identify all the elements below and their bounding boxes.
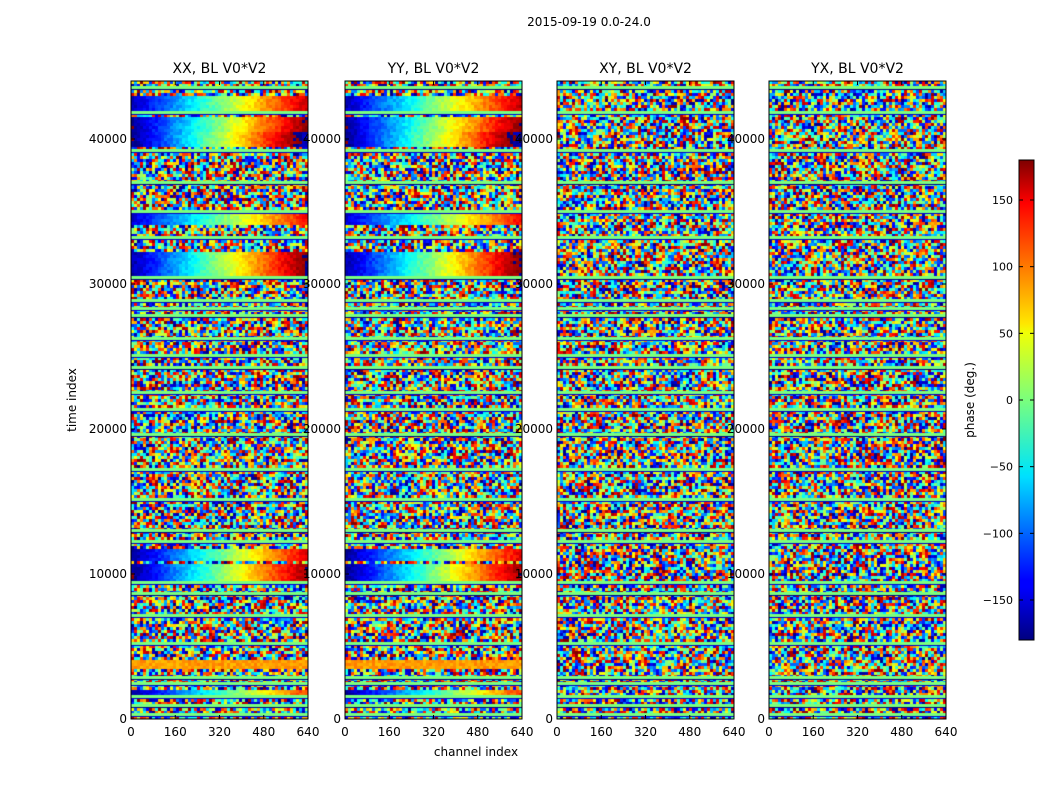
panel-title-2: XY, BL V0*V2 (599, 61, 692, 77)
x-tick-label: 640 (297, 725, 320, 739)
heatmap-image-0 (131, 81, 308, 719)
y-tick-label: 20000 (303, 422, 341, 436)
y-tick-label: 30000 (515, 277, 553, 291)
panel-2: XY, BL V0*V2 0 160 320 480 640 0 10000 20000 3000… (515, 61, 746, 739)
x-tick-label: 480 (252, 725, 275, 739)
y-tick-label: 20000 (89, 422, 127, 436)
x-tick-label: 640 (511, 725, 534, 739)
colorbar: phase (deg.) 150 100 50 0 −50 −100 −150 (963, 159, 1035, 641)
x-tick-label: 320 (208, 725, 231, 739)
x-tick-label: 160 (802, 725, 825, 739)
colorbar-tick-label: −100 (983, 527, 1013, 540)
y-tick-label: 10000 (727, 567, 765, 581)
x-tick-label: 320 (846, 725, 869, 739)
x-tick-label: 640 (723, 725, 746, 739)
y-tick-label: 30000 (727, 277, 765, 291)
panels: XX, BL V0*V2 0 160 320 480 640 0 10000 20000 3000… (89, 61, 958, 739)
x-tick-label: 0 (341, 725, 349, 739)
x-tick-label: 480 (890, 725, 913, 739)
y-tick-label: 10000 (303, 567, 341, 581)
panel-title-1: YY, BL V0*V2 (387, 61, 480, 77)
panel-3: YX, BL V0*V2 0 160 320 480 640 0 10000 20000 3000… (727, 61, 958, 739)
heatmap-image-1 (345, 81, 522, 719)
heatmap-image-3 (769, 81, 946, 719)
panel-0: XX, BL V0*V2 0 160 320 480 640 0 10000 20000 3000… (89, 61, 320, 739)
x-tick-label: 160 (590, 725, 613, 739)
x-tick-label: 0 (553, 725, 561, 739)
y-tick-label: 40000 (515, 132, 553, 146)
y-tick-label: 0 (545, 712, 553, 726)
y-tick-label: 20000 (727, 422, 765, 436)
y-tick-label: 40000 (89, 132, 127, 146)
panel-title-0: XX, BL V0*V2 (173, 61, 267, 77)
heatmap-image-2 (557, 81, 734, 719)
x-tick-label: 480 (466, 725, 489, 739)
x-tick-label: 0 (127, 725, 135, 739)
x-tick-label: 160 (378, 725, 401, 739)
panel-1: YY, BL V0*V2 0 160 320 480 640 0 10000 20000 3000… (303, 61, 534, 739)
colorbar-tick-label: −50 (990, 461, 1013, 474)
y-axis-label: time index (65, 368, 79, 432)
x-tick-label: 320 (422, 725, 445, 739)
colorbar-label: phase (deg.) (963, 362, 977, 438)
y-tick-label: 30000 (303, 277, 341, 291)
x-axis-label: channel index (434, 745, 518, 759)
x-tick-label: 0 (765, 725, 773, 739)
y-tick-label: 0 (333, 712, 341, 726)
y-tick-label: 20000 (515, 422, 553, 436)
x-tick-label: 320 (634, 725, 657, 739)
panel-title-3: YX, BL V0*V2 (810, 61, 904, 77)
colorbar-tick-label: 100 (992, 261, 1013, 274)
y-tick-label: 30000 (89, 277, 127, 291)
figure-title: 2015-09-19 0.0-24.0 (527, 15, 651, 29)
x-tick-label: 480 (678, 725, 701, 739)
y-tick-label: 10000 (89, 567, 127, 581)
y-tick-label: 40000 (727, 132, 765, 146)
x-tick-label: 160 (164, 725, 187, 739)
y-tick-label: 0 (119, 712, 127, 726)
x-tick-label: 640 (935, 725, 958, 739)
colorbar-tick-label: −150 (983, 594, 1013, 607)
colorbar-tick-label: 0 (1006, 394, 1013, 407)
colorbar-tick-label: 50 (999, 327, 1013, 340)
colorbar-tick-label: 150 (992, 194, 1013, 207)
y-tick-label: 10000 (515, 567, 553, 581)
y-tick-label: 40000 (303, 132, 341, 146)
y-tick-label: 0 (757, 712, 765, 726)
